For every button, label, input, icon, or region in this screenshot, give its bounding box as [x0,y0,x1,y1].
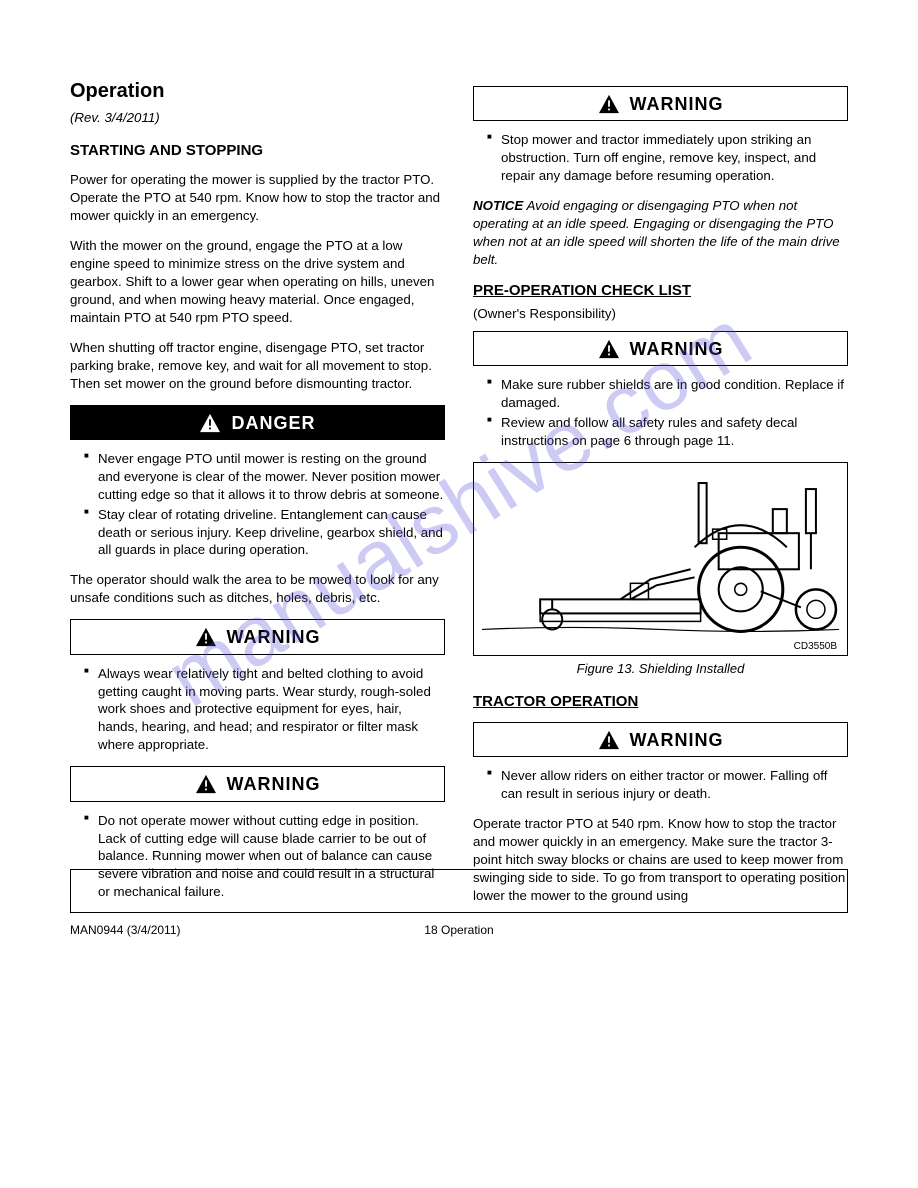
alert-icon [598,730,620,750]
warning-alert: WARNING [70,619,445,654]
warning-alert: WARNING [70,766,445,801]
page-title: Operation [70,78,445,105]
warning-label: WARNING [630,728,724,752]
danger-label: DANGER [231,411,315,435]
notice-text: Avoid engaging or disengaging PTO when n… [473,198,840,267]
alert-icon [598,94,620,114]
list-item: Never allow riders on either tractor or … [487,767,848,803]
alert-icon [195,774,217,794]
warning-label: WARNING [630,92,724,116]
para: The operator should walk the area to be … [70,571,445,607]
warning-label: WARNING [227,772,321,796]
page-number: 18 Operation [424,923,493,937]
page-subtitle: (Rev. 3/4/2011) [70,109,445,127]
section-note: (Owner's Responsibility) [473,305,848,323]
notice-lead: NOTICE [473,198,523,213]
notice: NOTICE Avoid engaging or disengaging PTO… [473,197,848,269]
para: When shutting off tractor engine, diseng… [70,339,445,393]
alert-icon [598,339,620,359]
para: Power for operating the mower is supplie… [70,171,445,225]
tractor-diagram [480,469,841,639]
figure-id: CD3550B [480,640,841,654]
list-item: Never engage PTO until mower is resting … [84,450,445,504]
figure-caption: Figure 13. Shielding Installed [473,660,848,678]
list-item: Make sure rubber shields are in good con… [487,376,848,412]
warning-list: Never allow riders on either tractor or … [473,767,848,803]
list-item: Stay clear of rotating driveline. Entang… [84,506,445,560]
danger-list: Never engage PTO until mower is resting … [70,450,445,560]
section-heading: STARTING AND STOPPING [70,141,445,161]
warning-list: Stop mower and tractor immediately upon … [473,131,848,185]
alert-icon [199,413,221,433]
section-heading: PRE-OPERATION CHECK LIST [473,281,848,301]
right-column: WARNING Stop mower and tractor immediate… [473,78,848,917]
left-column: Operation (Rev. 3/4/2011) STARTING AND S… [70,78,445,917]
section-heading: TRACTOR OPERATION [473,692,848,712]
warning-list: Always wear relatively tight and belted … [70,665,445,755]
list-item: Stop mower and tractor immediately upon … [487,131,848,185]
warning-label: WARNING [227,625,321,649]
doc-id: MAN0944 (3/4/2011) [70,923,181,937]
warning-label: WARNING [630,337,724,361]
page: Operation (Rev. 3/4/2011) STARTING AND S… [0,0,918,977]
warning-alert: WARNING [473,722,848,757]
danger-alert: DANGER [70,405,445,440]
figure: CD3550B [473,462,848,656]
footer-band [70,869,848,913]
warning-alert: WARNING [473,86,848,121]
columns: Operation (Rev. 3/4/2011) STARTING AND S… [70,78,848,917]
para: With the mower on the ground, engage the… [70,237,445,327]
warning-alert: WARNING [473,331,848,366]
warning-list: Make sure rubber shields are in good con… [473,376,848,450]
list-item: Always wear relatively tight and belted … [84,665,445,755]
list-item: Review and follow all safety rules and s… [487,414,848,450]
alert-icon [195,627,217,647]
page-meta: MAN0944 (3/4/2011) 18 Operation [70,923,848,937]
